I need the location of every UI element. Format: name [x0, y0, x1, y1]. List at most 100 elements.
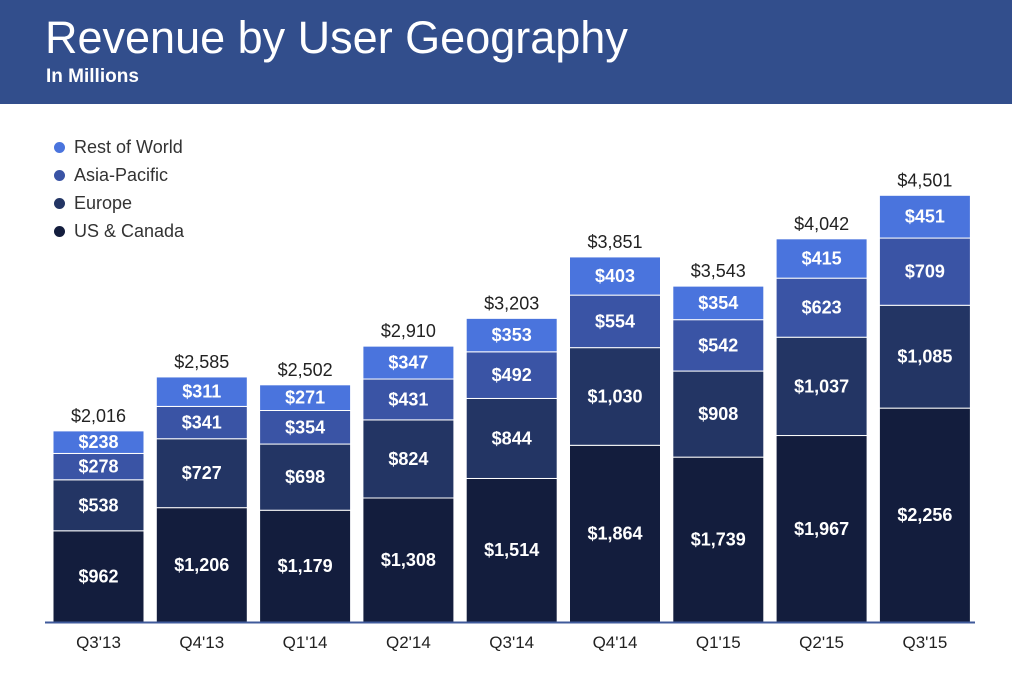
legend-item-asia-pacific: Asia-Pacific	[54, 161, 184, 189]
bar-segment-asia-pacific	[52, 452, 145, 481]
data-label: $962	[78, 566, 118, 586]
bar-segment-rest-of-world	[569, 256, 661, 296]
data-label: $908	[698, 404, 738, 424]
legend-label: Europe	[74, 192, 133, 213]
total-label: $2,910	[381, 321, 436, 341]
bar-segment-rest-of-world	[465, 317, 558, 353]
data-label: $1,206	[174, 555, 229, 575]
bar-segment-us-canada	[259, 509, 352, 623]
data-label: $2,256	[897, 505, 952, 525]
bar-segment-asia-pacific	[672, 319, 765, 372]
bar-segment-asia-pacific	[878, 237, 971, 306]
data-label: $698	[285, 467, 325, 487]
data-label: $238	[78, 432, 118, 452]
data-label: $347	[388, 353, 428, 373]
bar-segment-europe	[672, 370, 765, 458]
bar-segment-rest-of-world	[672, 285, 765, 321]
data-label: $709	[905, 262, 945, 282]
data-label: $1,179	[278, 556, 333, 576]
data-label: $623	[802, 298, 842, 318]
bar-segment-asia-pacific	[775, 277, 868, 338]
x-tick-label: Q2'15	[799, 633, 844, 652]
legend-label: Rest of World	[74, 136, 183, 157]
data-label: $844	[492, 428, 532, 448]
bar-segment-europe	[569, 347, 661, 446]
legend-swatch-europe	[54, 197, 65, 209]
data-label: $824	[388, 449, 428, 469]
legend-item-us-canada: US & Canada	[54, 217, 184, 245]
bar-segment-europe	[259, 443, 352, 511]
x-tick-label: Q1'14	[283, 633, 328, 652]
data-label: $354	[285, 417, 325, 437]
legend-swatch-asia-pacific	[54, 169, 65, 181]
legend-label: US & Canada	[74, 220, 185, 241]
bar-segment-us-canada	[155, 507, 248, 623]
total-label: $4,042	[794, 214, 849, 234]
total-label: $4,501	[897, 170, 952, 190]
data-label: $1,037	[794, 376, 849, 396]
total-label: $3,543	[691, 261, 746, 281]
bar-segment-us-canada	[569, 444, 661, 623]
bar-segment-rest-of-world	[362, 345, 455, 380]
data-label: $554	[595, 311, 635, 331]
x-tick-label: Q4'13	[179, 633, 224, 652]
data-label: $492	[492, 365, 532, 385]
data-label: $415	[802, 248, 842, 268]
data-label: $354	[698, 293, 738, 313]
bar-segment-rest-of-world	[878, 194, 971, 239]
data-label: $1,864	[587, 524, 642, 544]
bar-segment-rest-of-world	[52, 430, 145, 454]
data-label: $271	[285, 388, 325, 408]
x-tick-label: Q3'14	[489, 633, 534, 652]
bar-segment-us-canada	[878, 407, 971, 623]
x-tick-label: Q1'15	[696, 633, 741, 652]
legend-swatch-us-canada	[54, 225, 65, 237]
total-label: $2,016	[71, 406, 126, 426]
data-label: $1,514	[484, 540, 539, 560]
data-label: $353	[492, 325, 532, 345]
legend-label: Asia-Pacific	[74, 164, 169, 185]
data-label: $451	[905, 207, 945, 227]
bar-segment-rest-of-world	[155, 376, 248, 407]
x-tick-label: Q4'14	[593, 633, 638, 652]
bar-segment-europe	[52, 479, 145, 532]
bar-segment-europe	[155, 438, 248, 509]
data-label: $1,030	[587, 386, 642, 406]
bar-segment-asia-pacific	[362, 378, 455, 421]
data-label: $1,739	[691, 530, 746, 550]
data-label: $542	[698, 335, 738, 355]
total-label: $3,851	[587, 232, 642, 252]
data-label: $1,085	[897, 347, 952, 367]
chart-legend: Rest of World Asia-Pacific Europe US & C…	[54, 133, 184, 245]
bar-segment-europe	[775, 336, 868, 437]
bar-segment-us-canada	[775, 435, 868, 623]
bar-segment-asia-pacific	[259, 410, 352, 445]
data-label: $1,967	[794, 519, 849, 539]
bar-segment-europe	[878, 304, 971, 409]
total-label: $3,203	[484, 293, 539, 313]
data-label: $538	[78, 495, 118, 515]
chart-header: Revenue by User Geography In Millions	[0, 0, 1012, 104]
bar-segment-us-canada	[672, 456, 765, 623]
bar-segment-rest-of-world	[259, 384, 352, 412]
bar-segment-us-canada	[52, 530, 145, 623]
bar-segment-asia-pacific	[465, 351, 558, 399]
x-tick-label: Q3'15	[902, 633, 947, 652]
total-label: $2,502	[278, 360, 333, 380]
legend-swatch-rest-of-world	[54, 141, 65, 153]
data-label: $431	[388, 389, 428, 409]
chart-title: Revenue by User Geography	[45, 12, 628, 63]
legend-item-rest-of-world: Rest of World	[54, 133, 184, 161]
legend-item-europe: Europe	[54, 189, 184, 217]
bar-segment-rest-of-world	[775, 238, 868, 279]
x-tick-label: Q3'13	[76, 633, 121, 652]
data-label: $1,308	[381, 550, 436, 570]
data-label: $278	[78, 457, 118, 477]
chart-subtitle: In Millions	[46, 66, 139, 87]
data-label: $341	[182, 413, 222, 433]
total-label: $2,585	[174, 352, 229, 372]
data-label: $311	[182, 382, 221, 402]
bar-segment-asia-pacific	[155, 405, 248, 440]
data-label: $403	[595, 266, 635, 286]
